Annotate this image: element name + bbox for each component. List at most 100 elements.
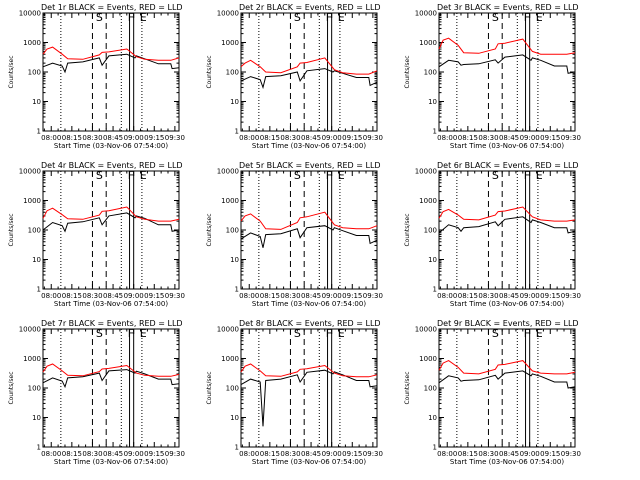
x-tick-label: 09:15: [342, 292, 362, 300]
x-tick-label: 09:30: [561, 292, 581, 300]
y-tick-label: 1: [37, 286, 41, 294]
marker-e: E: [140, 327, 147, 340]
y-tick-label: 100: [424, 385, 437, 393]
x-tick-label: 08:30: [280, 292, 300, 300]
y-tick-label: 100: [226, 385, 239, 393]
x-tick-label: 08:45: [301, 134, 321, 142]
events-series-line: [42, 53, 180, 74]
plot-frame: [240, 170, 378, 290]
x-tick-label: 08:15: [260, 450, 280, 458]
x-tick-label: 08:45: [301, 292, 321, 300]
y-tick-label: 1: [433, 444, 437, 452]
x-tick-label: 09:00: [520, 450, 540, 458]
y-tick-label: 1: [235, 444, 239, 452]
y-tick-label: 1: [37, 128, 41, 136]
x-tick-label: 09:30: [165, 292, 185, 300]
x-axis-label: Start Time (03-Nov-06 07:54:00): [54, 458, 168, 466]
x-tick-label: 08:45: [301, 450, 321, 458]
x-tick-label: 08:15: [260, 292, 280, 300]
marker-f: F: [524, 11, 530, 24]
marker-f: F: [326, 11, 332, 24]
marker-e: E: [536, 169, 543, 182]
x-tick-label: 09:30: [165, 134, 185, 142]
y-tick-label: 1: [433, 286, 437, 294]
y-tick-label: 100: [424, 227, 437, 235]
x-tick-label: 09:00: [520, 134, 540, 142]
y-tick-label: 10000: [19, 168, 41, 176]
x-tick-label: 08:15: [260, 134, 280, 142]
y-axis-label: Counts/sec: [404, 371, 411, 404]
x-tick-label: 09:30: [363, 134, 383, 142]
x-tick-label: 09:00: [124, 450, 144, 458]
x-tick-label: 08:30: [82, 134, 102, 142]
y-tick-label: 1: [235, 128, 239, 136]
marker-s: S: [492, 327, 499, 340]
x-axis-label: Start Time (03-Nov-06 07:54:00): [450, 300, 564, 308]
y-tick-label: 10000: [217, 326, 239, 334]
marker-f: F: [524, 327, 530, 340]
x-axis-label: Start Time (03-Nov-06 07:54:00): [54, 142, 168, 150]
plot-frame: [240, 12, 378, 132]
plot-frame: [42, 328, 180, 448]
marker-s: S: [492, 11, 499, 24]
panel-4: Det 4r BLACK = Events, RED = LLD 1 10 100 10…: [8, 161, 185, 308]
lld-series-line: [438, 360, 576, 375]
x-tick-label: 08:45: [499, 450, 519, 458]
x-tick-label: 08:45: [103, 450, 123, 458]
marker-f: F: [326, 169, 332, 182]
plot-frame: [42, 170, 180, 290]
x-tick-label: 08:45: [103, 292, 123, 300]
x-axis-label: Start Time (03-Nov-06 07:54:00): [252, 142, 366, 150]
x-tick-label: 08:30: [478, 134, 498, 142]
x-tick-label: 09:30: [561, 134, 581, 142]
marker-f: F: [326, 327, 332, 340]
x-tick-label: 08:30: [280, 450, 300, 458]
lld-series-line: [42, 206, 180, 222]
lld-series-line: [240, 211, 378, 230]
x-tick-label: 08:30: [478, 292, 498, 300]
x-tick-label: 09:15: [144, 292, 164, 300]
y-tick-label: 1: [37, 444, 41, 452]
lld-series-line: [240, 57, 378, 75]
x-tick-label: 08:00: [239, 450, 259, 458]
events-series-line: [240, 369, 378, 427]
y-tick-label: 10: [32, 414, 41, 422]
x-axis-label: Start Time (03-Nov-06 07:54:00): [450, 142, 564, 150]
panel-title: Det 7r BLACK = Events, RED = LLD: [41, 319, 183, 328]
x-axis-label: Start Time (03-Nov-06 07:54:00): [54, 300, 168, 308]
panel-title: Det 8r BLACK = Events, RED = LLD: [239, 319, 381, 328]
y-tick-label: 100: [28, 385, 41, 393]
events-series-line: [438, 370, 576, 389]
panel-3: Det 3r BLACK = Events, RED = LLD 1 10 100 10…: [404, 3, 581, 150]
x-tick-label: 09:00: [520, 292, 540, 300]
y-tick-label: 10000: [415, 326, 437, 334]
events-series-line: [42, 369, 180, 389]
marker-e: E: [536, 11, 543, 24]
x-tick-label: 09:30: [561, 450, 581, 458]
y-tick-label: 1000: [221, 197, 239, 205]
x-tick-label: 09:15: [540, 134, 560, 142]
events-series-line: [240, 68, 378, 90]
marker-f: F: [128, 169, 134, 182]
panel-2: Det 2r BLACK = Events, RED = LLD 1 10 100 10…: [206, 3, 383, 150]
x-tick-label: 08:00: [437, 134, 457, 142]
y-tick-label: 1: [235, 286, 239, 294]
x-tick-label: 09:15: [342, 450, 362, 458]
y-axis-label: Counts/sec: [8, 371, 15, 404]
marker-e: E: [338, 169, 345, 182]
x-tick-label: 09:00: [124, 292, 144, 300]
y-tick-label: 1000: [221, 39, 239, 47]
y-tick-label: 1000: [419, 39, 437, 47]
events-series-line: [438, 216, 576, 234]
y-tick-label: 10: [32, 256, 41, 264]
x-tick-label: 09:30: [165, 450, 185, 458]
panel-title: Det 9r BLACK = Events, RED = LLD: [437, 319, 579, 328]
x-tick-label: 08:00: [41, 134, 61, 142]
marker-e: E: [140, 11, 147, 24]
y-tick-label: 10: [230, 98, 239, 106]
marker-s: S: [294, 11, 301, 24]
x-tick-label: 08:00: [41, 292, 61, 300]
marker-f: F: [524, 169, 530, 182]
y-tick-label: 10000: [19, 326, 41, 334]
